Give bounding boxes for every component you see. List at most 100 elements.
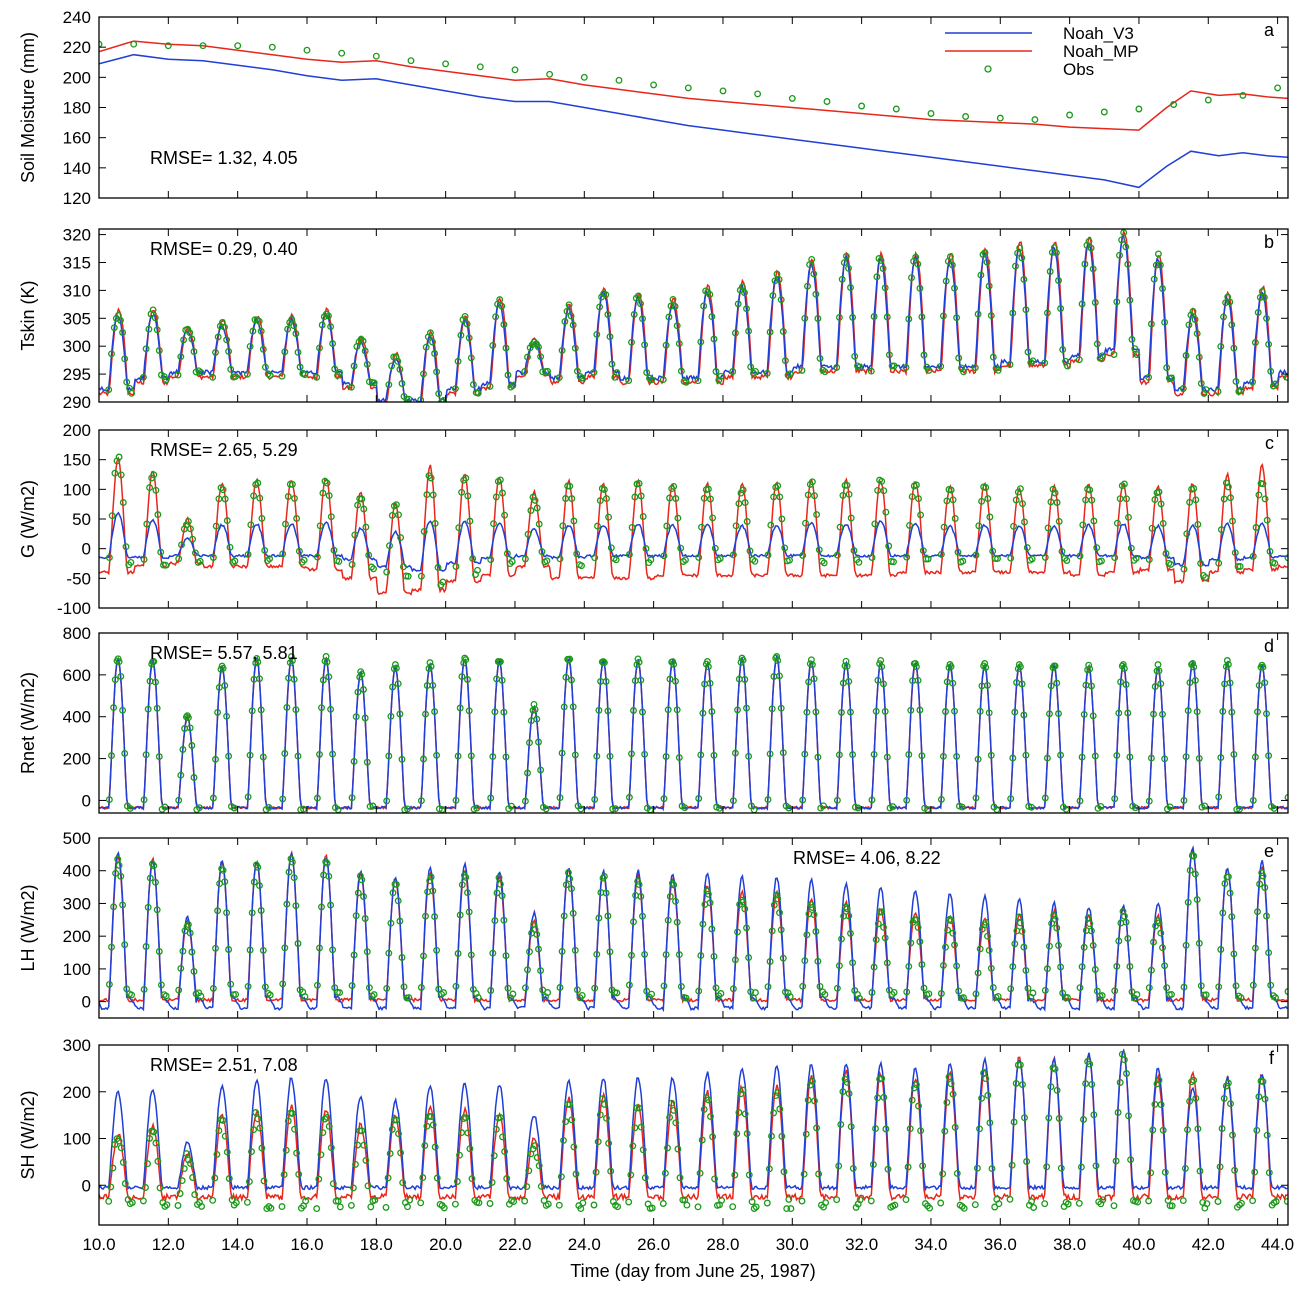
obs-point [870,313,878,320]
obs-point [735,500,743,508]
obs-point [431,913,439,921]
obs-point [672,1119,680,1127]
obs-point [729,797,737,805]
obs-point [1255,491,1263,499]
obs-point [117,1144,125,1152]
y-tick-label: 400 [63,708,91,727]
obs-point [697,751,705,759]
obs-point [295,547,303,555]
obs-point [775,276,783,283]
obs-point [466,517,474,525]
obs-point [764,796,772,804]
y-tick-label: 220 [63,38,91,57]
obs-point [366,802,374,810]
obs-point [974,969,982,977]
obs-point [1157,1101,1165,1109]
obs-point [531,706,539,713]
obs-point [404,572,412,580]
obs-point [153,704,161,712]
obs-point [1194,520,1202,528]
obs-point [883,959,891,967]
obs-point [570,517,578,525]
obs-point [1021,1114,1028,1122]
obs-point [1166,803,1174,811]
y-tick-label: 0 [82,993,91,1012]
obs-point [323,1113,331,1121]
x-tick-label: 34.0 [914,1235,947,1254]
obs-point [246,751,254,759]
obs-point [1024,984,1032,992]
obs-point [146,1134,154,1142]
obs-point [920,351,928,359]
obs-point [839,1088,847,1096]
obs-point [985,709,993,717]
obs-point [467,951,475,959]
obs-point [501,1148,509,1156]
obs-point [746,547,754,555]
obs-point [1272,1198,1280,1205]
obs-point [874,676,882,684]
obs-point [569,909,577,917]
obs-point [673,918,681,926]
y-tick-label: 310 [63,281,91,300]
obs-point [327,1144,335,1152]
obs-point [290,322,298,330]
obs-point [1082,1080,1090,1088]
obs-point [821,991,829,998]
obs-point [491,708,499,716]
obs-point [754,90,762,98]
obs-point [1180,796,1188,804]
obs-point [1023,544,1031,552]
obs-point [1127,544,1135,552]
obs-point [1229,1131,1236,1139]
obs-point [696,1169,704,1177]
obs-point [1232,377,1240,385]
obs-point [354,889,362,897]
obs-point [1215,983,1223,991]
obs-point [951,707,958,715]
obs-point [521,367,529,375]
obs-point [561,318,569,325]
obs-point [1016,663,1024,671]
x-tick-label: 18.0 [360,1235,393,1254]
obs-point [388,1125,396,1133]
obs-point [569,321,577,329]
obs-point [1010,522,1017,530]
obs-point [763,1199,771,1207]
obs-point [919,547,927,555]
obs-point [121,1180,129,1187]
obs-point [392,880,400,888]
obs-point [288,657,296,665]
obs-point [681,804,689,812]
obs-point [666,675,674,683]
obs-point [670,1106,678,1114]
obs-point [1197,559,1205,567]
y-tick-label: 305 [63,309,91,328]
obs-point [1224,483,1232,491]
obs-point [915,495,922,503]
y-tick-label: 400 [63,862,91,881]
obs-point [386,1150,394,1158]
obs-point [225,1175,233,1182]
obs-point [121,941,129,949]
obs-point [496,476,504,484]
obs-point [845,912,853,920]
obs-point [634,292,642,300]
obs-point [925,990,933,998]
obs-point [288,315,296,323]
obs-point [1085,661,1093,669]
obs-point [598,1095,606,1103]
obs-point [765,1165,773,1173]
obs-point [1064,1200,1072,1208]
obs-point [707,1113,714,1120]
obs-point [591,984,599,992]
obs-point [743,305,750,313]
obs-point [1126,753,1134,761]
obs-point [144,1160,151,1168]
obs-point [595,914,603,922]
obs-point [153,906,161,914]
obs-point [843,662,851,670]
obs-point [566,1101,574,1108]
obs-point [257,907,265,914]
obs-point [191,1191,199,1199]
